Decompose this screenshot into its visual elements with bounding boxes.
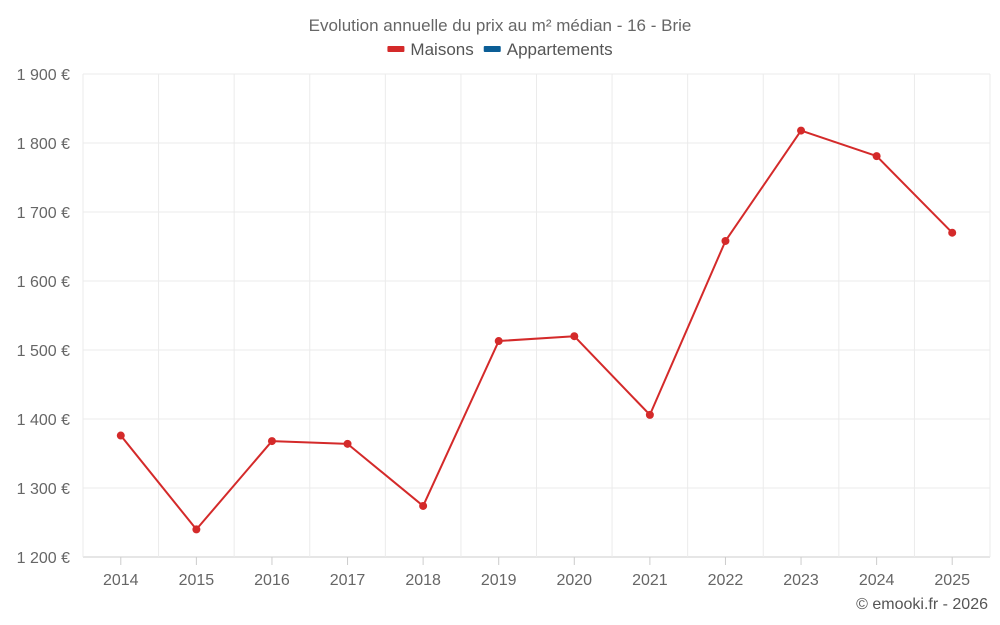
y-tick-label: 1 200 € xyxy=(17,550,70,567)
data-point[interactable] xyxy=(343,439,352,448)
chart-credit: © emooki.fr - 2026 xyxy=(856,596,988,613)
y-tick-label: 1 600 € xyxy=(17,274,70,291)
x-tick-label: 2020 xyxy=(556,572,592,589)
x-tick-label: 2015 xyxy=(179,572,215,589)
x-tick-label: 2022 xyxy=(708,572,744,589)
x-tick-label: 2018 xyxy=(405,572,441,589)
chart-title: Evolution annuelle du prix au m² médian … xyxy=(309,16,692,35)
data-point[interactable] xyxy=(494,337,503,346)
y-tick-label: 1 800 € xyxy=(17,136,70,153)
x-tick-label: 2024 xyxy=(859,572,895,589)
y-tick-label: 1 300 € xyxy=(17,481,70,498)
y-tick-label: 1 700 € xyxy=(17,205,70,222)
x-tick-label: 2017 xyxy=(330,572,366,589)
series-layer xyxy=(116,126,957,534)
data-point[interactable] xyxy=(721,236,730,245)
x-tick-label: 2016 xyxy=(254,572,290,589)
data-point[interactable] xyxy=(948,228,957,237)
x-tick-label: 2021 xyxy=(632,572,668,589)
data-point[interactable] xyxy=(267,437,276,446)
data-point[interactable] xyxy=(116,431,125,440)
x-tick-label: 2019 xyxy=(481,572,517,589)
legend-swatch[interactable] xyxy=(387,46,405,52)
x-axis: 2014 2015 2016 2017 2018 2019 2020 2021 2022 2023… xyxy=(103,557,970,589)
y-tick-label: 1 900 € xyxy=(17,67,70,84)
y-tick-label: 1 500 € xyxy=(17,343,70,360)
x-tick-label: 2014 xyxy=(103,572,139,589)
legend-swatch[interactable] xyxy=(483,46,501,52)
y-tick-label: 1 400 € xyxy=(17,412,70,429)
x-tick-label: 2023 xyxy=(783,572,819,589)
data-point[interactable] xyxy=(797,126,806,135)
y-axis: 1 200 € 1 300 € 1 400 € 1 500 € 1 600 € 1 700… xyxy=(17,67,70,567)
x-tick-label: 2025 xyxy=(934,572,970,589)
legend-label: Maisons xyxy=(410,40,473,59)
legend: Maisons Appartements xyxy=(387,40,613,59)
data-point[interactable] xyxy=(570,332,579,341)
series-line-maisons xyxy=(120,129,953,531)
legend-label: Appartements xyxy=(507,40,613,59)
data-point[interactable] xyxy=(419,501,428,510)
data-point[interactable] xyxy=(872,152,881,161)
grid xyxy=(82,73,991,558)
data-point[interactable] xyxy=(645,410,654,419)
data-point[interactable] xyxy=(192,525,201,534)
